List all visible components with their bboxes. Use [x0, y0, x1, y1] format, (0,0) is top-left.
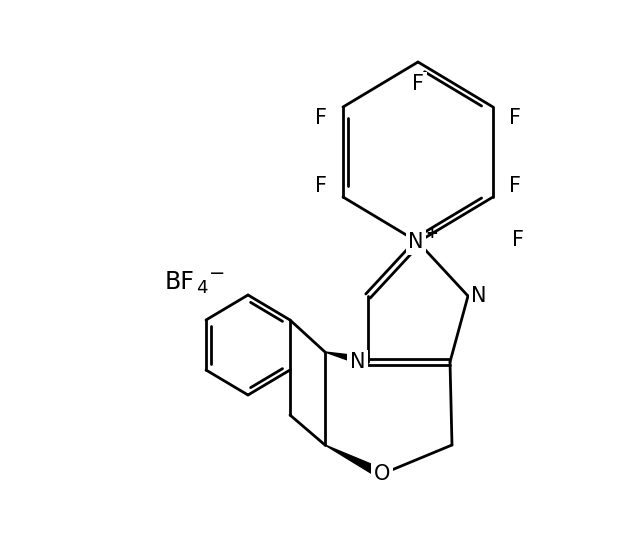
Polygon shape	[325, 445, 384, 479]
Text: F: F	[412, 74, 424, 94]
Text: F: F	[315, 176, 327, 196]
Text: F: F	[509, 176, 521, 196]
Text: −: −	[209, 265, 225, 283]
Text: N: N	[471, 286, 486, 306]
Polygon shape	[325, 352, 369, 367]
Text: N: N	[408, 232, 424, 252]
Text: N: N	[349, 352, 365, 372]
Text: F: F	[315, 108, 327, 128]
Text: F: F	[512, 230, 524, 250]
Text: +: +	[426, 226, 438, 240]
Text: BF: BF	[165, 270, 195, 294]
Text: 4: 4	[196, 279, 207, 297]
Text: F: F	[509, 108, 521, 128]
Text: O: O	[374, 464, 390, 484]
